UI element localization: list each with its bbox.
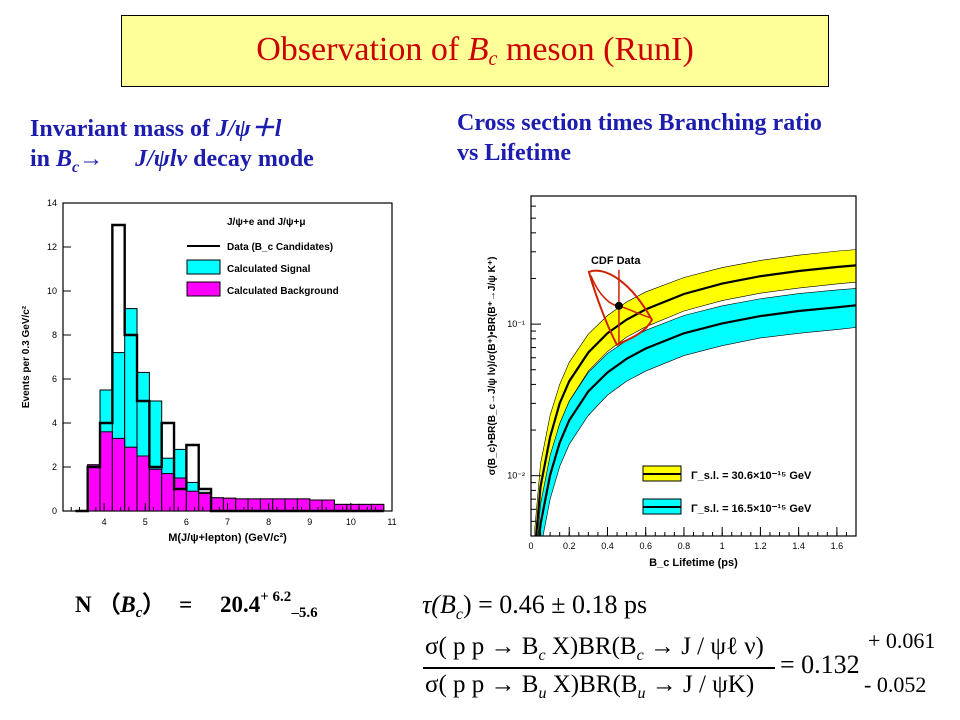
background-bar <box>136 455 150 512</box>
x-axis-label: M(J/ψ+lepton) (GeV/c²) <box>168 532 287 544</box>
y-tick-label: 2 <box>52 462 57 472</box>
legend-title: J/ψ+e and J/ψ+μ <box>227 217 305 228</box>
legend-entry: Calculated Signal <box>227 264 311 275</box>
y-tick-label: 4 <box>52 418 57 428</box>
ratio-denominator: σ( p p → Bu X)BR(Bu → J / ψK) <box>425 671 755 702</box>
ratio-lower-error: - 0.052 <box>864 672 927 697</box>
slide-title: Observation of Bc meson (RunI) <box>256 31 694 70</box>
slide-title-box: Observation of Bc meson (RunI) <box>121 15 829 87</box>
legend-entry: Calculated Background <box>227 286 339 297</box>
background-bar <box>161 473 175 512</box>
cdf-contour-outer <box>587 269 654 347</box>
x-tick-label: 0.8 <box>678 541 691 551</box>
x-tick-label: 11 <box>387 517 396 527</box>
background-bar <box>124 446 138 512</box>
x-tick-label: 4 <box>102 517 107 527</box>
background-bar <box>111 437 126 512</box>
y-axis-label: Events per 0.3 GeV/c² <box>21 305 32 408</box>
x-tick-label: 1.4 <box>792 541 805 551</box>
x-tick-label: 0.2 <box>563 541 576 551</box>
x-tick-label: 1.2 <box>754 541 767 551</box>
background-bar <box>222 497 237 512</box>
yellow-band-central-line <box>535 264 856 536</box>
y-tick-label: 14 <box>47 198 57 208</box>
cyan-band <box>537 288 856 536</box>
legend-entry: Data (B_c Candidates) <box>227 242 333 253</box>
x-tick-label: 1 <box>720 541 725 551</box>
left-caption: Invariant mass of J/ψ＋l in Bc→ J/ψlν dec… <box>30 116 314 176</box>
y-tick-label: 0 <box>52 506 57 516</box>
ratio-value: = 0.132 <box>780 650 860 679</box>
legend-swatch-signal <box>186 259 221 275</box>
background-bar <box>185 490 200 512</box>
background-bar <box>87 464 101 512</box>
right-caption: Cross section times Branching ratio vs L… <box>457 110 822 166</box>
invariant-mass-histogram: 4 5 6 7 8 9 10 11 0 2 4 6 8 10 12 14 M(J/ψ+lepton) (GeV/… <box>21 198 397 544</box>
background-bar <box>235 498 249 512</box>
y-tick-label: 10⁻² <box>507 471 525 481</box>
bands-group <box>534 249 856 536</box>
x-tick-label: 7 <box>225 517 230 527</box>
background-bar <box>198 492 212 512</box>
background-bar <box>272 498 286 512</box>
background-bar <box>148 468 163 512</box>
legend-swatch-background <box>186 281 221 297</box>
background-bar <box>284 498 298 512</box>
x-tick-label: 0.6 <box>639 541 652 551</box>
x-tick-label: 1.6 <box>831 541 844 551</box>
background-bar <box>321 499 335 512</box>
cdf-data-point <box>614 301 623 310</box>
x-tick-label: 0.4 <box>601 541 614 551</box>
background-bar <box>247 498 261 512</box>
background-bar <box>210 497 224 512</box>
y-tick-label: 10 <box>47 286 57 296</box>
cross-section-plot: CDF Data 0 0.2 0.4 0.6 0.8 1 1.2 1.4 1.6 10⁻² 10⁻¹ B… <box>487 195 857 569</box>
y-tick-label: 10⁻¹ <box>507 319 525 329</box>
x-tick-label: 6 <box>184 517 189 527</box>
x-tick-label: 10 <box>346 517 356 527</box>
x-tick-label: 0 <box>528 541 533 551</box>
x-tick-label: 5 <box>143 517 148 527</box>
ratio-upper-error: + 0.061 <box>868 628 936 653</box>
fraction-bar <box>423 667 775 669</box>
background-bar <box>173 477 187 512</box>
lifetime-formula: τ(Bc) = 0.46 ± 0.18 ps <box>422 590 648 624</box>
y-tick-label: 6 <box>52 374 57 384</box>
x-axis-label: B_c Lifetime (ps) <box>649 557 738 569</box>
background-bar <box>259 498 274 512</box>
legend-entry: Γ_s.l. = 30.6×10⁻¹⁵ GeV <box>691 470 812 482</box>
background-bar <box>99 431 113 512</box>
cyan-band-central-line <box>538 304 856 536</box>
y-axis-label: σ(B_c)•BR(B_c→J/ψ lν)/σ(B⁺)•BR(B⁺→J/ψ K⁺… <box>487 257 498 476</box>
y-tick-label: 8 <box>52 330 57 340</box>
x-tick-label: 9 <box>307 517 312 527</box>
y-tick-label: 12 <box>47 242 57 252</box>
legend-entry: Γ_s.l. = 16.5×10⁻¹⁵ GeV <box>691 503 812 515</box>
ratio-numerator: σ( p p → Bc X)BR(Bc → J / ψℓ ν) <box>425 633 764 664</box>
background-bar <box>296 498 311 512</box>
background-bar <box>309 499 323 512</box>
n-bc-formula: N （Bc） = 20.4+ 6.2–5.6 <box>75 589 318 621</box>
cdf-data-label: CDF Data <box>591 255 641 267</box>
x-tick-label: 8 <box>266 517 271 527</box>
